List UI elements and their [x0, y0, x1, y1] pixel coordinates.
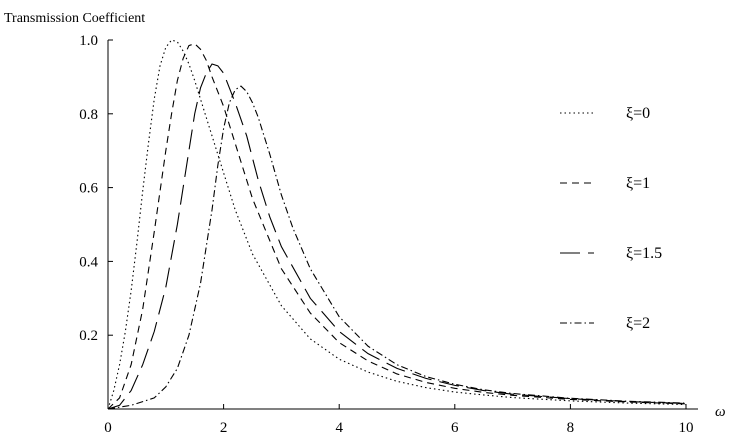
y-tick-label: 0.6 — [79, 181, 98, 197]
series-line-1 — [108, 44, 686, 409]
x-tick-label: 0 — [104, 420, 112, 436]
series-line-0 — [108, 40, 686, 409]
x-tick-label: 2 — [220, 420, 228, 436]
legend-label: ξ=1 — [626, 175, 650, 192]
y-tick-label: 1.0 — [79, 33, 98, 49]
x-tick-label: 10 — [679, 420, 694, 436]
legend: ξ=0 ξ=1 ξ=1.5 ξ=2 — [560, 105, 662, 332]
series-line-2 — [108, 64, 686, 409]
y-tick-label: 0.2 — [79, 328, 98, 344]
y-tick-label: 0.4 — [79, 254, 98, 270]
series-line-3 — [108, 86, 686, 409]
legend-label: ξ=0 — [626, 105, 650, 122]
y-axis-label: Transmission Coefficient — [4, 11, 145, 26]
x-tick-label: 6 — [451, 420, 459, 436]
legend-label: ξ=1.5 — [626, 245, 662, 262]
legend-label: ξ=2 — [626, 315, 650, 332]
x-axis-label: ω — [715, 404, 726, 420]
x-tick-label: 8 — [567, 420, 575, 436]
series-lines — [108, 40, 686, 409]
y-tick-label: 0.8 — [79, 107, 98, 123]
x-tick-label: 4 — [335, 420, 343, 436]
